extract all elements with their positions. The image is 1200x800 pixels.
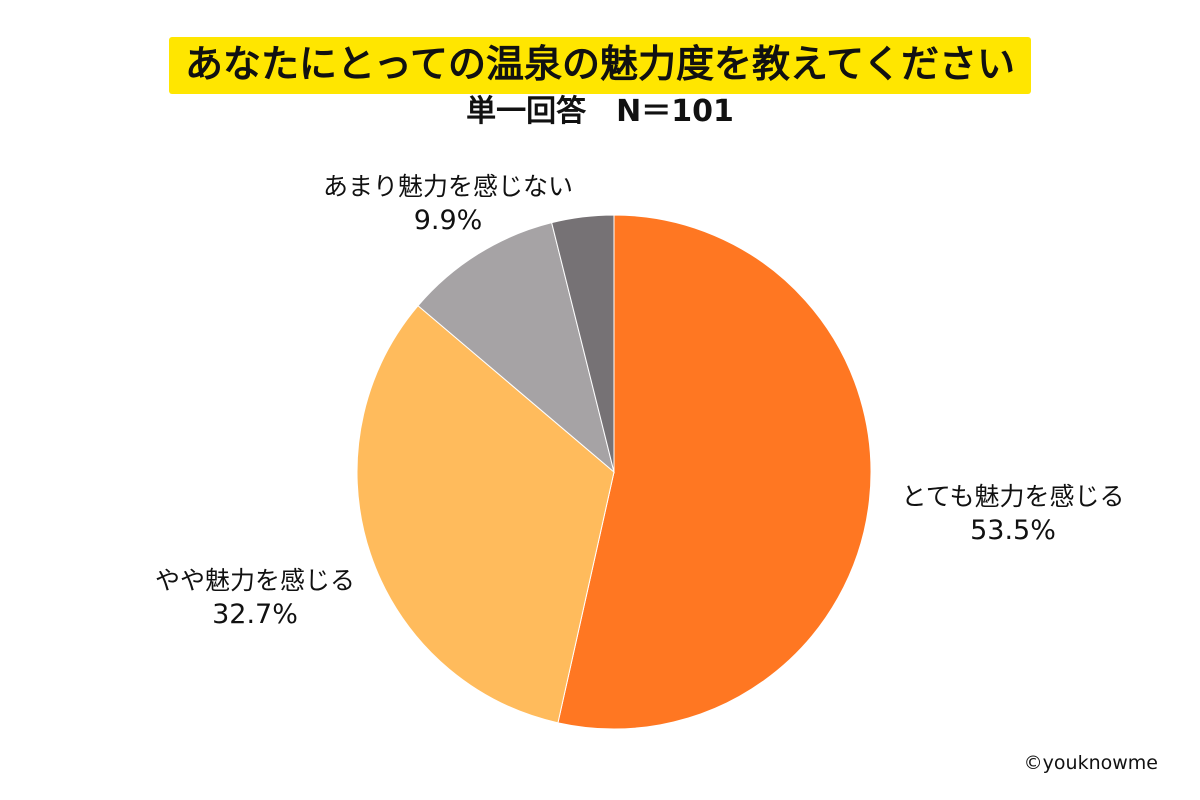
pie-slice-very-attractive <box>557 214 872 730</box>
slice-label-percent: 32.7% <box>212 599 298 630</box>
chart-subtitle: 単一回答 N＝101 <box>466 94 734 129</box>
title-container: あなたにとっての温泉の魅力度を教えてください <box>0 37 1200 94</box>
slice-label-name: あまり魅力を感じない <box>322 172 573 201</box>
slice-label-somewhat-attractive: やや魅力を感じる 32.7% <box>140 566 370 634</box>
slice-label-name: やや魅力を感じる <box>154 566 355 595</box>
slice-label-not-very-attractive: あまり魅力を感じない 9.9% <box>303 172 593 240</box>
copyright-credit: ©youknowme <box>1023 752 1158 774</box>
slice-label-very-attractive: とても魅力を感じる 53.5% <box>888 482 1138 550</box>
chart-title: あなたにとっての温泉の魅力度を教えてください <box>169 37 1031 94</box>
slice-label-percent: 9.9% <box>413 205 483 236</box>
pie-slice-somewhat-attractive <box>356 305 615 724</box>
slice-label-name: とても魅力を感じる <box>901 482 1125 511</box>
pie-slice-not-attractive <box>551 214 615 473</box>
slice-label-percent: 53.5% <box>970 515 1056 546</box>
pie-slice-not-very-attractive <box>417 222 615 474</box>
